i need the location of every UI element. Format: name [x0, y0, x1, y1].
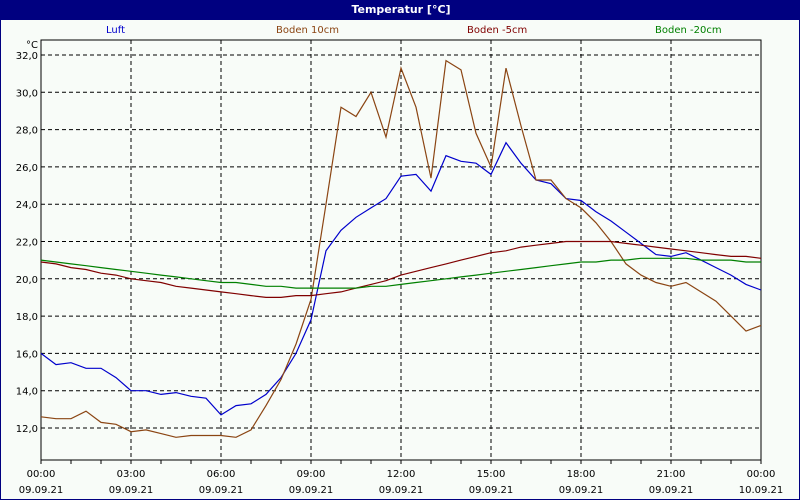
legend-item: Boden -5cm [467, 25, 528, 36]
y-tick-label: 14,0 [16, 387, 38, 398]
x-tick-time: 09:00 [297, 469, 326, 480]
series-line [40, 257, 761, 289]
y-tick-label: 28,0 [16, 126, 38, 137]
x-tick-time: 03:00 [117, 469, 146, 480]
series-line [40, 240, 762, 298]
x-tick-date: 09.09.21 [649, 485, 694, 496]
x-tick-date: 09.09.21 [379, 485, 424, 496]
x-tick-date: 09.09.21 [199, 485, 244, 496]
y-tick-label: 22,0 [16, 238, 38, 249]
y-tick-label: 12,0 [16, 424, 38, 435]
series-line [40, 59, 762, 438]
y-tick-label: 30,0 [16, 88, 38, 99]
legend-item: Boden 10cm [276, 25, 339, 36]
y-tick-label: 24,0 [16, 200, 38, 211]
x-tick-time: 06:00 [207, 469, 236, 480]
x-tick-date: 09.09.21 [109, 485, 154, 496]
x-tick-time: 00:00 [27, 469, 56, 480]
legend-item: Boden -20cm [655, 25, 722, 36]
x-tick-time: 18:00 [567, 469, 596, 480]
x-tick-time: 21:00 [657, 469, 686, 480]
y-tick-label: 26,0 [16, 163, 38, 174]
series-line [40, 141, 762, 416]
title-bar: Temperatur [°C] [1, 0, 800, 20]
legend-item: Luft [106, 25, 125, 36]
y-unit-label: °C [26, 40, 38, 51]
x-tick-date: 09.09.21 [289, 485, 334, 496]
x-tick-date: 09.09.21 [19, 485, 64, 496]
x-tick-time: 15:00 [477, 469, 506, 480]
x-tick-time: 00:00 [747, 469, 776, 480]
x-tick-date: 09.09.21 [469, 485, 514, 496]
x-tick-date: 09.09.21 [559, 485, 604, 496]
x-tick-date: 10.09.21 [739, 485, 784, 496]
y-tick-label: 16,0 [16, 349, 38, 360]
y-tick-label: 32,0 [16, 51, 38, 62]
y-tick-label: 20,0 [16, 275, 38, 286]
x-tick-time: 12:00 [387, 469, 416, 480]
y-tick-label: 18,0 [16, 312, 38, 323]
